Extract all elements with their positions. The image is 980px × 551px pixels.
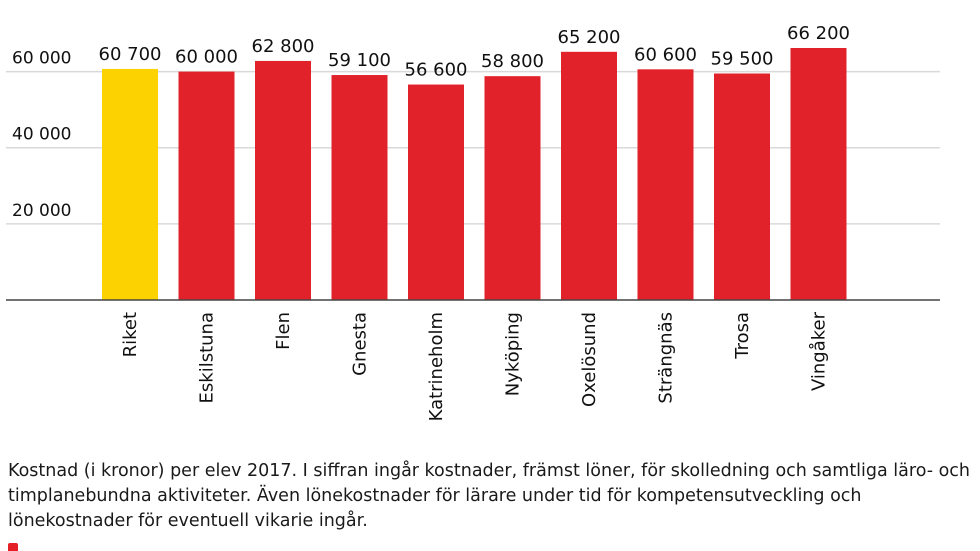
gridlines: 20 000 40 000 60 000: [6, 49, 940, 225]
data-labels: 60 700 60 000 62 800 59 100 56 600 58 800 65 2…: [99, 23, 850, 81]
data-label: 60 000: [175, 47, 238, 68]
data-label: 62 800: [252, 36, 315, 57]
data-label: 60 600: [634, 44, 697, 65]
data-label: 59 100: [328, 50, 391, 71]
bar: [102, 68, 158, 300]
bar: [561, 51, 617, 301]
bar: [484, 76, 541, 300]
data-label: 59 500: [711, 49, 774, 70]
bars: [102, 48, 847, 301]
data-label: 58 800: [481, 51, 544, 72]
bar: [408, 84, 464, 300]
data-label: 56 600: [405, 60, 468, 81]
category-label: Vingåker: [809, 311, 830, 391]
bar: [714, 73, 770, 300]
bar-chart: 20 000 40 000 60 000 60 700 60 000 62 800 59 …: [6, 23, 940, 421]
bar: [255, 60, 311, 300]
category-label: Eskilstuna: [197, 312, 218, 403]
y-tick-label: 60 000: [12, 49, 71, 69]
bar: [637, 69, 694, 300]
category-label: Oxelösund: [579, 312, 600, 407]
category-label: Gnesta: [350, 312, 371, 376]
category-label: Flen: [273, 312, 294, 350]
source-logo-mark: [8, 543, 18, 551]
category-label: Katrineholm: [426, 312, 447, 421]
y-tick-label: 20 000: [12, 201, 71, 221]
data-label: 60 700: [99, 44, 162, 65]
bar: [178, 71, 235, 300]
data-label: 66 200: [787, 23, 850, 44]
category-label: Strängnäs: [656, 312, 677, 404]
category-labels: Riket Eskilstuna Flen Gnesta Katrineholm Nykö…: [120, 311, 830, 421]
chart-caption: Kostnad (i kronor) per elev 2017. I siff…: [8, 461, 971, 531]
y-tick-label: 40 000: [12, 125, 71, 145]
category-label: Trosa: [732, 312, 753, 360]
category-label: Nyköping: [503, 312, 524, 396]
bar: [790, 48, 847, 300]
data-label: 65 200: [558, 27, 621, 48]
bar: [331, 75, 388, 300]
category-label: Riket: [120, 312, 141, 357]
